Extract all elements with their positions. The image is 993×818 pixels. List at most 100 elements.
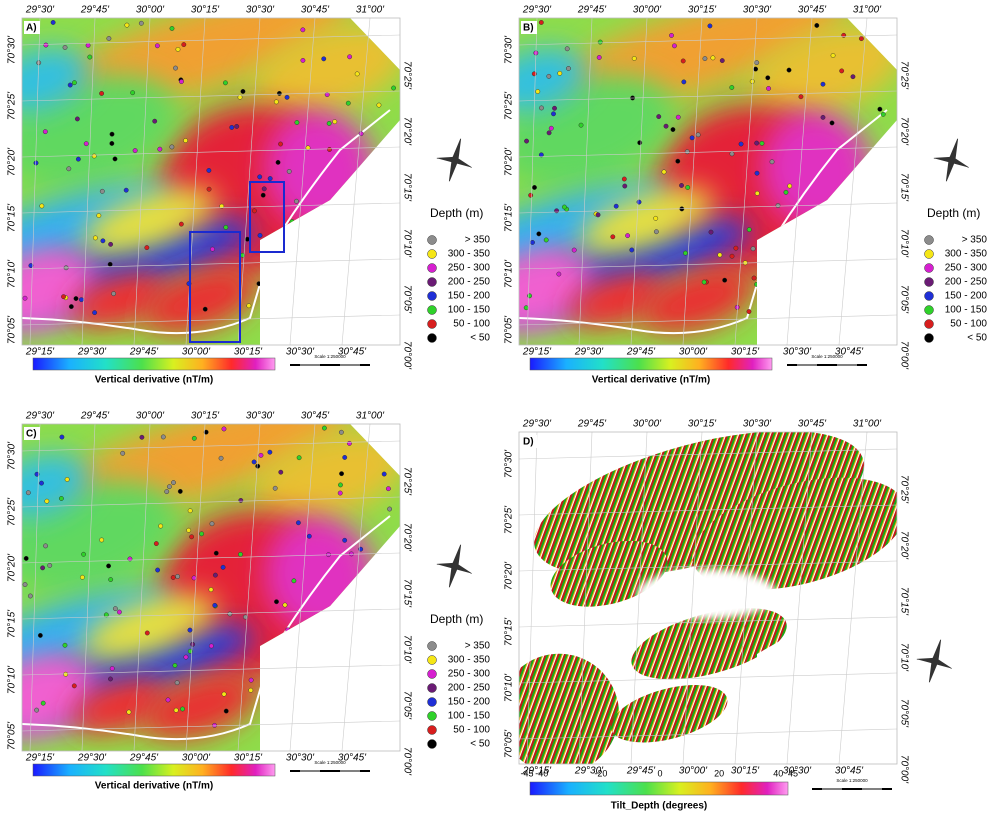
- depth-point: [125, 23, 129, 27]
- legend-swatch: [428, 236, 437, 245]
- lat-label: 70°10': [7, 665, 18, 694]
- lon-label: 29°45': [577, 5, 607, 16]
- depth-point: [209, 644, 213, 648]
- lon-label: 30°15': [234, 753, 263, 764]
- depth-point: [851, 75, 855, 79]
- depth-point: [359, 131, 363, 135]
- depth-point: [787, 68, 791, 72]
- depth-point: [327, 147, 331, 151]
- lat-label: 70°25': [504, 505, 515, 534]
- legend-swatch: [428, 642, 437, 651]
- depth-point: [378, 27, 382, 31]
- lon-label: 29°30': [77, 347, 107, 358]
- legend-label: 300 - 350: [448, 249, 491, 260]
- depth-point: [158, 524, 162, 528]
- colorbar-tick: -45: [520, 768, 533, 778]
- legend-label: 150 - 200: [945, 291, 988, 302]
- depth-point: [268, 176, 272, 180]
- lon-label: 30°15': [234, 347, 263, 358]
- depth-point: [709, 230, 713, 234]
- lon-label: 29°45': [129, 753, 159, 764]
- legend-swatch: [925, 334, 934, 343]
- lat-label: 70°05': [504, 729, 515, 758]
- lat-label: 70°15': [7, 203, 18, 232]
- depth-point: [63, 672, 67, 676]
- depth-point: [530, 240, 534, 244]
- depth-point: [532, 185, 536, 189]
- depth-point: [296, 521, 300, 525]
- depth-point: [192, 436, 196, 440]
- depth-point: [295, 120, 299, 124]
- depth-point: [75, 117, 79, 121]
- depth-point: [766, 86, 770, 90]
- colorbar: [33, 764, 275, 776]
- depth-point: [74, 296, 78, 300]
- depth-point: [755, 191, 759, 195]
- depth-point: [186, 528, 190, 532]
- legend-title: Depth (m): [927, 206, 980, 220]
- depth-point: [214, 551, 218, 555]
- depth-point: [180, 707, 184, 711]
- depth-point: [101, 239, 105, 243]
- depth-point: [258, 175, 262, 179]
- lon-label: 29°15': [25, 753, 55, 764]
- depth-point: [28, 594, 32, 598]
- depth-point: [753, 67, 757, 71]
- depth-point: [349, 552, 353, 556]
- depth-point: [273, 643, 277, 647]
- depth-point: [338, 483, 342, 487]
- depth-point: [51, 20, 55, 24]
- depth-point: [219, 456, 223, 460]
- depth-point: [40, 204, 44, 208]
- colorbar: [530, 782, 788, 795]
- depth-point: [230, 125, 234, 129]
- panel-label: B): [523, 23, 534, 34]
- depth-point: [301, 58, 305, 62]
- depth-point: [130, 91, 134, 95]
- lat-label: 70°05': [401, 285, 412, 314]
- lat-label: 70°25': [401, 467, 412, 496]
- legend-label: > 350: [962, 235, 988, 246]
- depth-point: [831, 53, 835, 57]
- depth-point: [364, 20, 368, 24]
- lon-label: 30°45': [798, 419, 827, 430]
- depth-point: [793, 301, 797, 305]
- depth-point: [113, 157, 117, 161]
- depth-point: [266, 676, 270, 680]
- depth-point: [637, 200, 641, 204]
- depth-point: [111, 291, 115, 295]
- depth-point: [108, 262, 112, 266]
- depth-point: [747, 309, 751, 313]
- depth-point: [108, 242, 112, 246]
- depth-point: [549, 126, 553, 130]
- scale-text: Scale 1:250000: [314, 760, 346, 765]
- lat-label: 70°15': [7, 609, 18, 638]
- depth-point: [528, 193, 532, 197]
- depth-point: [173, 66, 177, 70]
- depth-point: [755, 171, 759, 175]
- lat-label: 70°05': [898, 285, 909, 314]
- depth-point: [572, 248, 576, 252]
- depth-point: [269, 297, 273, 301]
- depth-point: [544, 238, 548, 242]
- depth-point: [536, 89, 540, 93]
- lat-label: 70°10': [401, 229, 412, 258]
- legend-label: < 50: [967, 333, 987, 344]
- lat-label: 70°20': [898, 117, 909, 146]
- depth-point: [277, 288, 281, 292]
- legend-swatch: [925, 264, 934, 273]
- legend-swatch: [925, 320, 934, 329]
- lon-label: 30°00': [679, 347, 708, 358]
- depth-point: [355, 72, 359, 76]
- colorbar: [530, 358, 772, 370]
- depth-point: [249, 688, 253, 692]
- depth-point: [270, 720, 274, 724]
- lat-label: 70°25': [898, 475, 909, 504]
- lon-label: 31°00': [853, 419, 882, 430]
- depth-point: [754, 141, 758, 145]
- colorbar-title: Vertical derivative (nT/m): [95, 375, 213, 386]
- depth-point: [722, 278, 726, 282]
- depth-point: [110, 132, 114, 136]
- depth-point: [730, 254, 734, 258]
- depth-point: [140, 435, 144, 439]
